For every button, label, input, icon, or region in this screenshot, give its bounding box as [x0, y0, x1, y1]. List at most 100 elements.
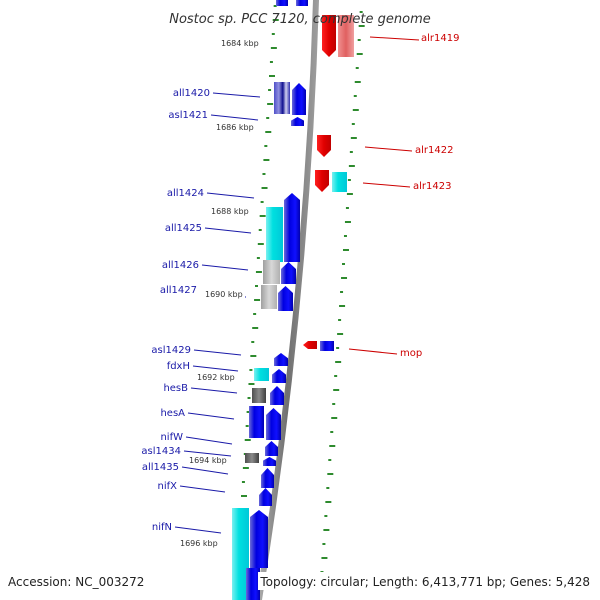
footer-stats-bg — [258, 572, 594, 590]
tick-mark — [248, 383, 255, 385]
gene-label-mop[interactable]: mop — [400, 348, 422, 359]
tick-mark — [262, 173, 266, 175]
label-connector — [348, 348, 398, 355]
tick-mark — [267, 103, 274, 105]
label-connector — [201, 264, 249, 271]
tick-mark — [324, 515, 328, 517]
label-connector — [204, 227, 252, 234]
gene-feature — [303, 341, 317, 349]
kbp-label: 1692 kbp — [197, 373, 235, 382]
label-connector — [185, 436, 233, 445]
tick-mark — [356, 53, 363, 55]
label-connector — [193, 349, 242, 356]
label-connector — [362, 182, 411, 188]
gene-feature — [332, 172, 347, 192]
gene-label-fdxH[interactable]: fdxH — [167, 361, 190, 372]
gene-label-nifX[interactable]: nifX — [158, 481, 178, 492]
tick-mark — [345, 207, 349, 209]
gene-feature — [284, 193, 300, 262]
gene-feature — [315, 170, 329, 192]
kbp-labels: 1684 kbp 1686 kbp 1688 kbp 1690 kbp 1692… — [180, 39, 259, 548]
gene-label-all1426[interactable]: all1426 — [162, 260, 199, 271]
tick-mark — [338, 319, 342, 321]
tick-mark — [272, 19, 279, 21]
label-connector — [369, 36, 420, 41]
kbp-label: 1688 kbp — [211, 207, 249, 216]
gene-feature — [232, 508, 249, 600]
tick-mark — [268, 89, 272, 91]
tick-mark — [353, 95, 357, 97]
tick-mark — [247, 397, 251, 399]
kbp-label: 1684 kbp — [221, 39, 259, 48]
gene-feature — [322, 15, 336, 57]
label-connector — [210, 114, 259, 121]
gene-label-asl1421[interactable]: asl1421 — [168, 110, 208, 121]
gene-feature — [276, 0, 288, 6]
tick-mark — [266, 117, 270, 119]
tick-mark — [334, 375, 338, 377]
tick-mark — [249, 369, 253, 371]
gene-feature — [266, 207, 283, 262]
label-connector — [190, 387, 238, 394]
gene-label-alr1422[interactable]: alr1422 — [415, 145, 453, 156]
accession-text: Accession: NC_003272 — [8, 575, 144, 589]
tick-mark — [269, 61, 273, 63]
gene-feature — [296, 0, 308, 6]
tick-mark — [261, 187, 268, 189]
tick-mark — [327, 473, 334, 475]
tick-mark — [335, 361, 342, 363]
gene-feature — [292, 83, 306, 115]
gene-label-nifN[interactable]: nifN — [152, 522, 172, 533]
gene-feature — [274, 82, 290, 114]
tick-mark — [350, 137, 357, 139]
gene-label-asl1429[interactable]: asl1429 — [151, 345, 191, 356]
label-connector — [364, 146, 413, 152]
tick-mark — [336, 347, 340, 349]
tick-mark — [330, 431, 334, 433]
gene-label-all1425[interactable]: all1425 — [165, 223, 202, 234]
tick-mark — [348, 165, 355, 167]
gene-label-hesB[interactable]: hesB — [163, 383, 188, 394]
gene-label-alr1419[interactable]: alr1419 — [421, 33, 459, 44]
tick-mark — [331, 417, 338, 419]
label-connector — [187, 412, 235, 420]
tick-mark — [339, 305, 346, 307]
gene-label-asl1434[interactable]: asl1434 — [141, 446, 181, 457]
tick-mark — [256, 257, 260, 259]
label-connector — [206, 192, 255, 199]
tick-mark — [263, 159, 270, 161]
tick-mark — [352, 109, 359, 111]
gene-feature — [259, 488, 272, 506]
tick-mark — [332, 403, 336, 405]
tick-mark — [250, 355, 257, 357]
tick-mark — [328, 459, 332, 461]
gene-features — [232, 0, 354, 600]
kbp-label: 1686 kbp — [216, 123, 254, 132]
gene-label-alr1423[interactable]: alr1423 — [413, 181, 451, 192]
tick-mark — [337, 333, 344, 335]
gene-label-hesA[interactable]: hesA — [160, 408, 185, 419]
gene-label-nifW[interactable]: nifW — [160, 432, 183, 443]
gene-label-all1424[interactable]: all1424 — [167, 188, 204, 199]
gene-label-all1435[interactable]: all1435 — [142, 462, 179, 473]
tick-mark — [342, 263, 346, 265]
kbp-label: 1696 kbp — [180, 539, 218, 548]
kbp-label: 1690 kbp — [205, 290, 243, 299]
left-gene-labels: all1420 asl1421 all1424 all1425 all1426 … — [141, 88, 210, 533]
tick-mark — [323, 529, 330, 531]
gene-label-all1420[interactable]: all1420 — [173, 88, 210, 99]
gene-feature — [320, 341, 334, 351]
tick-mark — [255, 271, 262, 273]
tick-mark — [254, 299, 261, 301]
gene-feature — [245, 453, 259, 463]
gene-feature — [274, 353, 288, 366]
tick-mark — [343, 235, 347, 237]
tick-mark — [349, 151, 353, 153]
gene-feature — [266, 408, 281, 440]
gene-feature — [263, 457, 276, 466]
gene-feature — [291, 117, 304, 126]
gene-label-all1427[interactable]: all1427 — [160, 285, 197, 296]
tick-mark — [253, 313, 257, 315]
